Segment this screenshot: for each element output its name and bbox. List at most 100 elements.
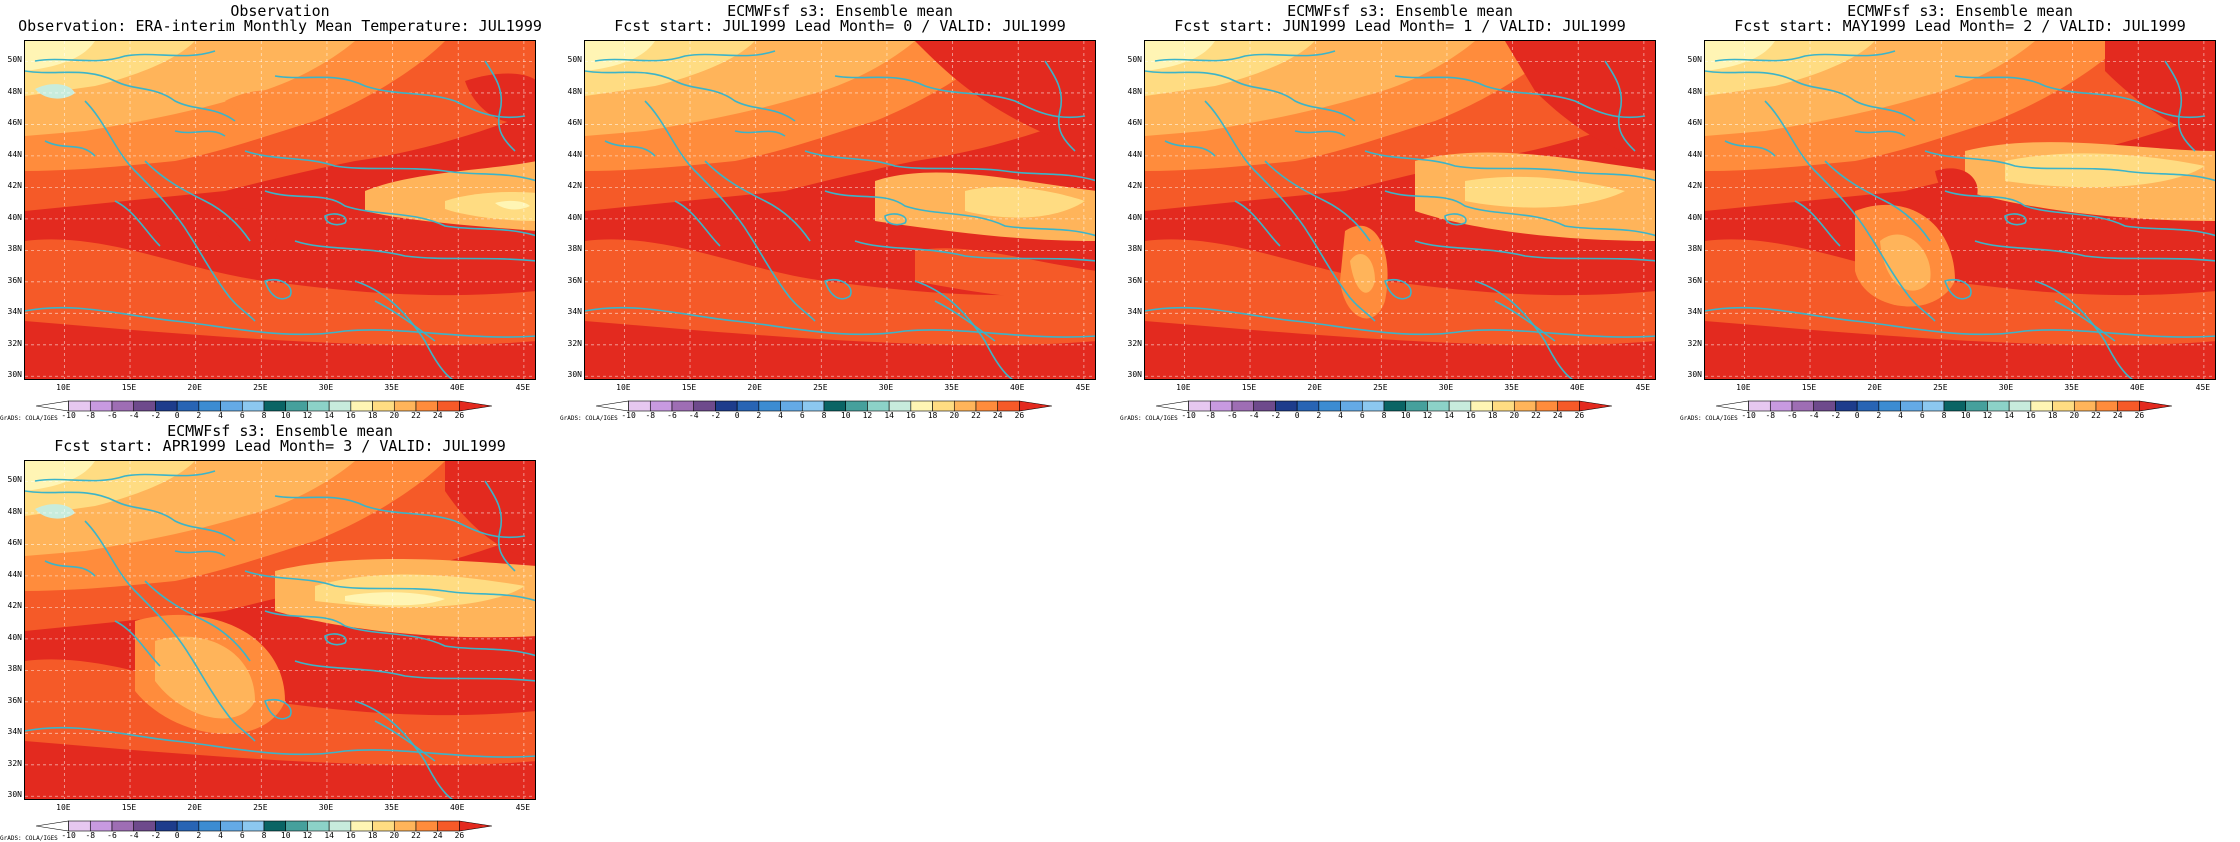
lon-tick-label: 30E (878, 383, 894, 392)
colorbar-swatch (220, 820, 243, 832)
coastline (25, 306, 535, 338)
colorbar-swatch (415, 820, 439, 832)
colorbar-label: 20 (1509, 411, 1520, 420)
coastline (1444, 213, 1467, 226)
lon-tick-label: 10E (616, 383, 631, 392)
colorbar-swatch (736, 400, 760, 412)
lat-tick-label: 50N (1127, 55, 1142, 65)
panel-title: Observation (230, 2, 330, 20)
lat-tick-label: 42N (567, 181, 582, 191)
colorbar-swatch (220, 400, 243, 412)
colorbar-label: -8 (85, 831, 96, 840)
coastline (1924, 150, 2215, 182)
coastline (1954, 75, 2136, 102)
colorbar-label: 14 (2004, 411, 2014, 420)
contour-region (25, 239, 535, 346)
coastline (1974, 240, 2215, 262)
lat-tick-label: 44N (1687, 149, 1702, 159)
lon-tick-label: 30E (1438, 383, 1454, 392)
colorbar-swatch (133, 400, 156, 412)
colorbar-swatch (823, 400, 847, 412)
colorbar-label: 22 (1531, 411, 1541, 420)
colorbar-swatch (596, 400, 629, 412)
colorbar-label: 26 (454, 411, 465, 420)
colorbar-swatch (780, 400, 803, 412)
lon-tick-label: 20E (747, 383, 762, 392)
colorbar-label: -10 (1741, 411, 1756, 420)
colorbar-swatch (459, 400, 492, 412)
coastline (484, 60, 516, 152)
coastline (1854, 130, 1906, 137)
lat-tick-label: 46N (1127, 118, 1142, 128)
coastline (2134, 100, 2206, 119)
colorbar-label: 10 (1400, 411, 1411, 420)
coastline (114, 620, 161, 667)
lat-tick-label: 44N (7, 149, 22, 159)
colorbar-swatch (68, 400, 91, 412)
lon-tick-label: 25E (253, 383, 268, 392)
lon-tick-label: 40E (449, 803, 465, 812)
colorbar-label: 0 (1854, 411, 1860, 420)
colorbar-swatch (393, 400, 417, 412)
coastline (294, 240, 535, 262)
colorbar-swatch (1231, 400, 1255, 412)
lat-tick-label: 46N (1687, 118, 1702, 128)
coastline (824, 190, 1095, 237)
colorbar-label: 6 (1919, 411, 1925, 420)
lat-tick-label: 46N (7, 118, 22, 128)
colorbar-swatch (285, 820, 308, 832)
colorbar-swatch (1748, 400, 1771, 412)
contour-region (585, 41, 655, 71)
colorbar-label: 2 (196, 411, 202, 420)
coastline (604, 140, 656, 157)
coastline (1204, 100, 1311, 237)
coastline (585, 306, 1095, 338)
colorbar-swatch (649, 400, 673, 412)
contour-region (465, 73, 535, 124)
colorbar-swatch (372, 820, 395, 832)
colorbar-swatch (1318, 400, 1341, 412)
colorbar-swatch (1470, 400, 1493, 412)
colorbar-label: -2 (710, 411, 721, 420)
lon-tick-label: 20E (1867, 383, 1882, 392)
colorbar-swatch (2052, 400, 2075, 412)
colorbar-swatch (1716, 400, 1749, 412)
colorbar-label: -8 (645, 411, 656, 420)
lon-tick-label: 40E (2129, 383, 2145, 392)
colorbar-label: -6 (107, 411, 117, 420)
coastline (174, 130, 226, 137)
coastline (1234, 200, 1281, 247)
lat-tick-label: 48N (7, 86, 22, 96)
coastline (264, 698, 292, 720)
colorbar-label: 6 (1359, 411, 1365, 420)
coastline (1714, 50, 1896, 62)
colorbar-label: 2 (756, 411, 762, 420)
colorbar-label: 4 (218, 411, 223, 420)
colorbar-swatch (285, 400, 308, 412)
colorbar-label: 20 (389, 411, 400, 420)
coastline (294, 660, 535, 682)
contour-field (585, 41, 1095, 379)
grads-credit: GrADS: COLA/IGES (1680, 415, 1738, 422)
lat-tick-label: 38N (1687, 244, 1702, 254)
coastline (594, 50, 776, 62)
colorbar (596, 400, 1052, 412)
lon-tick-label: 35E (1504, 383, 1519, 392)
colorbar-label: 10 (280, 411, 291, 420)
coastline (144, 160, 251, 242)
colorbar-label: 22 (411, 831, 421, 840)
colorbar-swatch (36, 820, 69, 832)
coastline (1154, 50, 1336, 62)
lon-tick-label: 15E (681, 383, 697, 392)
contour-region (1465, 176, 1625, 208)
colorbar-swatch (1813, 400, 1836, 412)
lat-tick-label: 44N (7, 569, 22, 579)
colorbar-swatch (1835, 400, 1858, 412)
coastline (1705, 70, 1916, 122)
colorbar-label: 6 (239, 411, 245, 420)
colorbar-swatch (2095, 400, 2119, 412)
coastline (324, 213, 347, 226)
coastline (2034, 280, 2134, 379)
map-panel-obs: Observation Observation: ERA-interim Mont… (0, 0, 560, 422)
colorbar-swatch (1943, 400, 1967, 412)
